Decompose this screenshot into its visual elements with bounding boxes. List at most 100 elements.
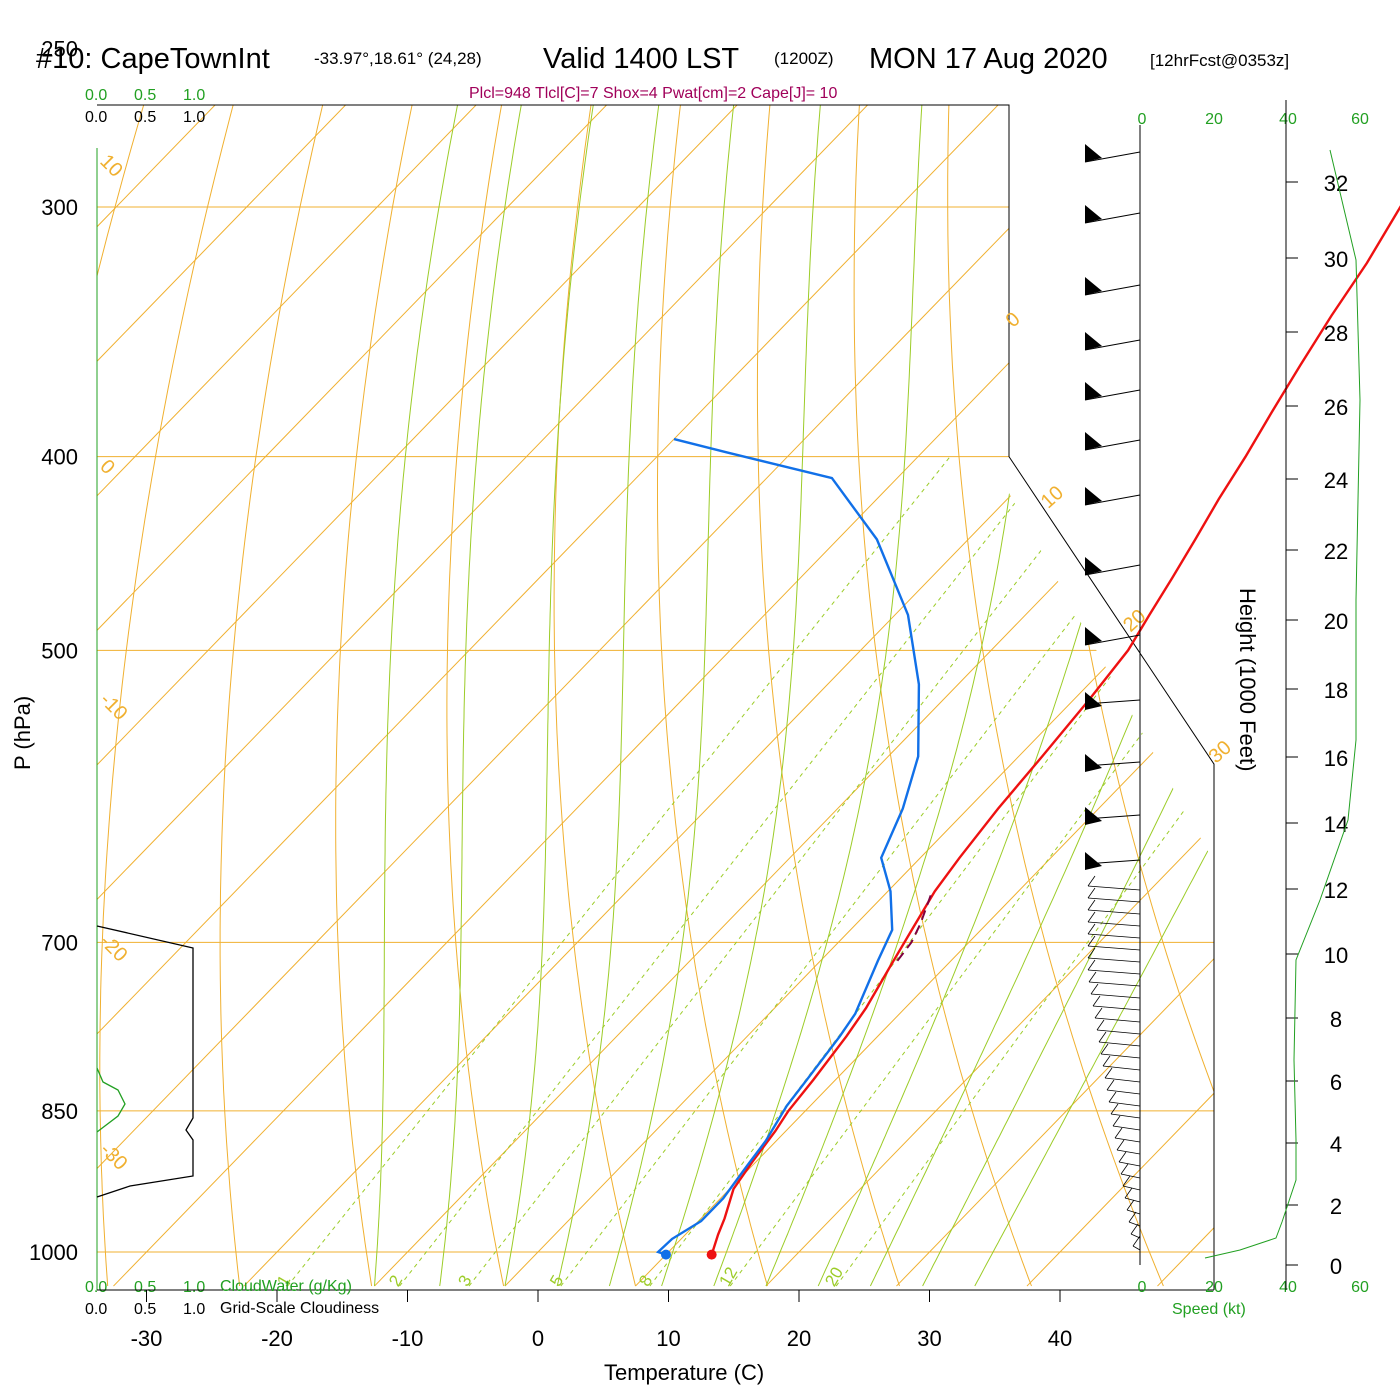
moist-adiabat <box>504 105 609 1287</box>
isotherm-line <box>97 105 305 1287</box>
dry-adiabat <box>97 105 172 1287</box>
isotherm-label: 10 <box>95 150 126 181</box>
dry-adiabat <box>446 105 520 1287</box>
wind-barb-shaft <box>1084 439 1141 451</box>
speed-tick-bottom: 40 <box>1279 1279 1297 1296</box>
wind-barb-feather <box>1096 1019 1105 1031</box>
mixing-ratio-line <box>729 456 1214 1287</box>
speed-axis-label: Speed (kt) <box>1172 1301 1246 1318</box>
plot-frame-right <box>97 104 1215 1290</box>
isotherm-line <box>97 105 696 1287</box>
moist-adiabat <box>661 105 830 1287</box>
wind-barb-feather <box>1126 1199 1135 1211</box>
surface-temperature-dot <box>706 1249 717 1260</box>
cloud-water-profile <box>96 1067 126 1133</box>
wind-barb-feather <box>1116 1139 1125 1151</box>
wind-barb-low <box>1118 1161 1141 1167</box>
wind-barb-flag <box>1085 277 1102 295</box>
mixing-ratio-line <box>560 456 1198 1287</box>
height-tick-label: 0 <box>1330 1254 1342 1279</box>
wind-barb-low <box>1100 1053 1141 1059</box>
dry-adiabat <box>1387 13 1400 1286</box>
wind-barb-low <box>1087 897 1141 903</box>
isotherm-label: 0 <box>95 455 118 478</box>
wind-barb-flag <box>1085 205 1102 223</box>
wind-barb-flag <box>1085 754 1102 772</box>
pressure-tick-label: 400 <box>41 445 78 470</box>
temperature-tick-label: -20 <box>261 1326 293 1351</box>
wind-barb-low <box>1106 1089 1141 1095</box>
wind-barb-flag <box>1085 332 1102 350</box>
wind-barbs <box>1084 144 1141 1251</box>
dry-adiabat <box>947 105 1164 1287</box>
height-tick-label: 2 <box>1330 1194 1342 1219</box>
wind-barb-low <box>1120 1173 1141 1179</box>
cloudiness-tick-bottom: 0.0 <box>85 1301 107 1318</box>
wind-barb-low <box>1114 1137 1141 1143</box>
wind-barb-feather <box>1087 923 1096 935</box>
wind-barb-feather <box>1132 1235 1141 1247</box>
speed-tick-bottom: 20 <box>1205 1279 1223 1296</box>
wind-barb-shaft <box>1084 284 1141 296</box>
pressure-tick-label: 300 <box>41 195 78 220</box>
wind-barb-flag <box>1085 807 1102 825</box>
wind-barb-shaft <box>1084 212 1141 224</box>
isotherm-line <box>1026 105 1214 1287</box>
wind-barb-feather <box>1112 1115 1121 1127</box>
wind-barb-low <box>1124 1197 1141 1203</box>
cloud-water-tick-bottom: 1.0 <box>183 1279 205 1296</box>
cloudiness-profile <box>96 925 194 1198</box>
wind-barb-feather <box>1090 983 1099 995</box>
wind-barb-feather <box>1104 1067 1113 1079</box>
height-tick-label: 22 <box>1324 539 1348 564</box>
speed-tick-bottom: 0 <box>1138 1279 1147 1296</box>
wind-barb-shaft <box>1084 564 1141 576</box>
isotherm-line <box>113 105 1214 1287</box>
cloud-panel: 0.0 0.0 0.5 0.5 1.0 1.0 0.0 0.0 0.5 0.5 1.0 1.0 <box>85 87 205 1318</box>
wind-barb-feather <box>1130 1223 1139 1235</box>
dry-adiabat <box>756 105 900 1287</box>
wind-barb-low <box>1087 933 1141 939</box>
temperature-tick-label: 0 <box>532 1326 544 1351</box>
height-tick-label: 20 <box>1324 609 1348 634</box>
isotherm-line <box>97 105 957 1287</box>
zulu-time: (1200Z) <box>774 49 834 68</box>
height-tick-label: 6 <box>1330 1070 1342 1095</box>
isotherm-line <box>1157 105 1214 1287</box>
cloudiness-tick-top: 1.0 <box>183 109 205 126</box>
cloud-water-tick-bottom: 0.5 <box>134 1279 156 1296</box>
wind-barb-feather <box>1087 875 1096 887</box>
cloudiness-tick-bottom: 0.5 <box>134 1301 156 1318</box>
valid-time: Valid 1400 LST <box>543 43 739 75</box>
wind-barb-feather <box>1087 935 1096 947</box>
isotherm-line <box>97 105 435 1287</box>
wind-barb-feather <box>1087 947 1096 959</box>
temperature-tick-label: 30 <box>917 1326 941 1351</box>
height-tick-label: 10 <box>1324 943 1348 968</box>
temperature-trace <box>710 205 1400 1255</box>
wind-barb-feather <box>1124 1187 1133 1199</box>
wind-barb-low <box>1088 981 1141 987</box>
cloudiness-tick-top: 0.0 <box>85 109 107 126</box>
wind-barb-low <box>1108 1101 1141 1107</box>
wind-barb-feather <box>1128 1211 1137 1223</box>
cloud-water-label: CloudWater (g/Kg) <box>220 1278 352 1295</box>
wind-barb-low <box>1096 1029 1141 1035</box>
wind-barb-shaft <box>1084 389 1141 401</box>
wind-barb-shaft <box>1084 339 1141 351</box>
wind-barb-low <box>1087 909 1141 915</box>
wind-barb-feather <box>1108 1091 1117 1103</box>
isotherm-line <box>97 105 566 1287</box>
moist-adiabat <box>869 105 1214 1287</box>
wind-barb-flag <box>1085 432 1102 450</box>
isotherm-line <box>243 105 1214 1287</box>
height-tick-label: 14 <box>1324 812 1348 837</box>
wind-barb-shaft <box>1084 151 1141 163</box>
wind-barb-low <box>1092 1005 1141 1011</box>
wind-barb-flag <box>1085 557 1102 575</box>
pressure-tick-label: 850 <box>41 1099 78 1124</box>
height-tick-label: 16 <box>1324 746 1348 771</box>
wind-barb-feather <box>1114 1127 1123 1139</box>
